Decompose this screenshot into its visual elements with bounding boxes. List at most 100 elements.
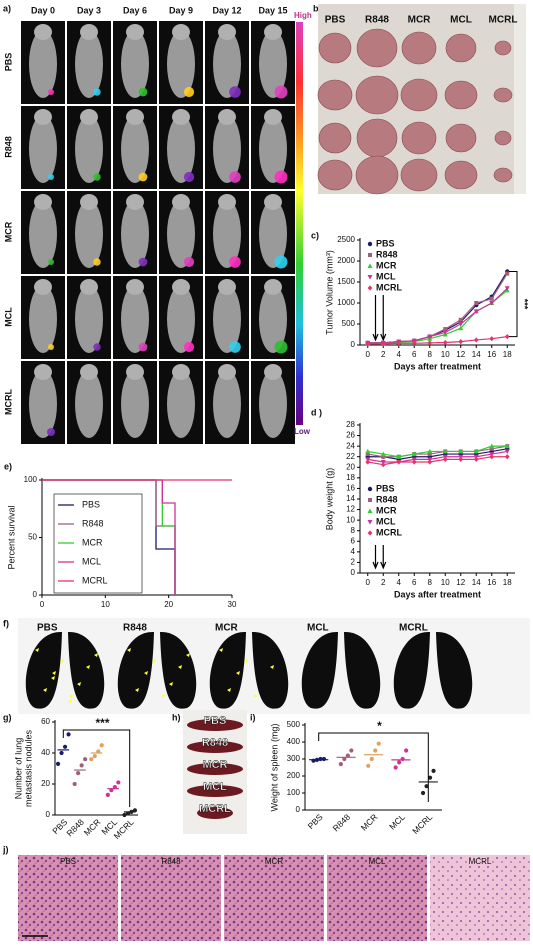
tumor bbox=[494, 40, 512, 56]
legend-label: MCRL bbox=[82, 575, 108, 585]
day-label: Day 12 bbox=[212, 5, 241, 15]
marker bbox=[367, 486, 373, 492]
data-point bbox=[321, 756, 327, 762]
y-axis-label: Number of lung bbox=[13, 738, 23, 800]
histology bbox=[327, 855, 427, 941]
nodule-arrow bbox=[127, 648, 131, 652]
nodule-arrow bbox=[219, 648, 223, 652]
marker bbox=[411, 340, 417, 346]
arrow bbox=[380, 295, 387, 342]
y-tick-label: 400 bbox=[287, 737, 301, 746]
mouse bbox=[121, 115, 149, 183]
histology bbox=[121, 855, 221, 941]
significance: * bbox=[377, 719, 382, 733]
mouse bbox=[259, 200, 287, 268]
marker bbox=[368, 253, 372, 257]
data-point bbox=[393, 765, 398, 770]
mouse-head bbox=[172, 109, 190, 125]
group-label: PBS bbox=[204, 715, 227, 727]
legend-label: MCRL bbox=[376, 527, 402, 537]
ruler bbox=[514, 4, 526, 194]
signal bbox=[274, 85, 288, 99]
mouse-head bbox=[126, 109, 144, 125]
marker bbox=[473, 448, 479, 454]
arrow bbox=[372, 545, 379, 570]
group-label: MCR bbox=[408, 15, 432, 26]
legend-label: MCL bbox=[376, 271, 396, 281]
arrow bbox=[372, 295, 379, 342]
nodule-arrow bbox=[169, 682, 173, 686]
marker bbox=[396, 454, 402, 459]
marker bbox=[489, 446, 494, 451]
legend-label: MCL bbox=[376, 516, 396, 526]
mouse bbox=[75, 30, 103, 98]
tumor bbox=[444, 160, 478, 190]
marker bbox=[427, 459, 433, 465]
marker bbox=[411, 451, 417, 457]
tumor bbox=[317, 79, 353, 111]
panel-label: d ) bbox=[311, 407, 322, 417]
nodule-arrow bbox=[236, 671, 240, 675]
mouse bbox=[259, 30, 287, 98]
group-label: MCR bbox=[3, 221, 13, 242]
spleen bbox=[187, 785, 243, 797]
signal bbox=[93, 343, 101, 351]
signal bbox=[229, 171, 241, 183]
tumor bbox=[493, 167, 513, 183]
y-tick-label: 20 bbox=[346, 462, 355, 471]
data-point bbox=[424, 784, 429, 789]
mouse bbox=[121, 200, 149, 268]
signal bbox=[138, 172, 148, 182]
marker bbox=[458, 448, 464, 454]
tumor bbox=[401, 31, 437, 65]
marker bbox=[442, 456, 448, 462]
nodule-arrow bbox=[253, 694, 257, 698]
marker bbox=[504, 449, 510, 455]
mouse-head bbox=[34, 194, 52, 210]
y-tick-label: 100 bbox=[287, 788, 301, 797]
mouse bbox=[167, 370, 195, 438]
legend-label: PBS bbox=[376, 483, 395, 493]
y-axis-label: Body weight (g) bbox=[324, 468, 334, 531]
marker bbox=[489, 454, 495, 460]
data-point bbox=[349, 748, 354, 753]
marker bbox=[367, 530, 373, 536]
group-label: MCRL bbox=[489, 15, 518, 26]
panel-label: f) bbox=[3, 618, 9, 628]
x-tick-label: 8 bbox=[428, 578, 433, 587]
marker bbox=[365, 341, 371, 347]
mouse bbox=[213, 30, 241, 98]
marker bbox=[458, 317, 463, 322]
mouse-head bbox=[218, 279, 236, 295]
mouse bbox=[29, 285, 57, 353]
series-line bbox=[367, 456, 508, 466]
x-tick-label: MCL bbox=[387, 812, 407, 832]
x-tick-label: 0 bbox=[40, 600, 45, 609]
x-tick-label: 0 bbox=[366, 578, 371, 587]
tumor bbox=[494, 130, 512, 146]
mouse-head bbox=[80, 364, 98, 380]
y-tick-label: 300 bbox=[287, 754, 301, 763]
y-tick-label: 8 bbox=[351, 526, 356, 535]
mouse-head bbox=[34, 279, 52, 295]
data-point bbox=[72, 781, 77, 787]
marker bbox=[504, 334, 510, 340]
mouse-head bbox=[126, 194, 144, 210]
marker bbox=[458, 322, 464, 327]
mouse bbox=[75, 200, 103, 268]
legend-label: MCR bbox=[376, 505, 397, 515]
data-point bbox=[59, 750, 64, 756]
mouse-head bbox=[264, 279, 282, 295]
nodule-arrow bbox=[135, 688, 139, 692]
x-tick-label: MCR bbox=[82, 817, 103, 838]
mouse bbox=[167, 285, 195, 353]
marker bbox=[458, 456, 464, 462]
spleen bbox=[187, 719, 243, 731]
spleen bbox=[197, 807, 233, 819]
mouse-head bbox=[218, 24, 236, 40]
mouse-head bbox=[218, 364, 236, 380]
signal bbox=[138, 87, 148, 97]
mouse-head bbox=[172, 24, 190, 40]
panel-label: e) bbox=[4, 461, 12, 471]
y-tick-label: 0 bbox=[351, 340, 356, 349]
